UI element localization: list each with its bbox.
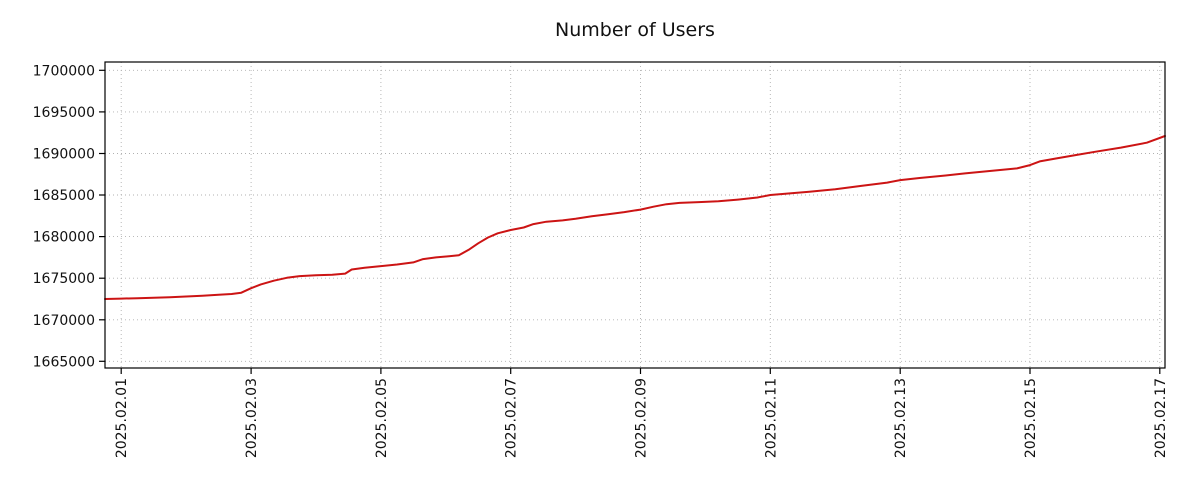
axis-tick-labels: 1665000 1670000 1675000 1680000 1685000 16900… bbox=[33, 63, 1169, 458]
x-tick-label: 2025.02.07 bbox=[504, 378, 520, 458]
x-tick-label: 2025.02.15 bbox=[1023, 378, 1039, 458]
y-tick-label: 1695000 bbox=[33, 105, 95, 121]
x-tick-label: 2025.02.13 bbox=[893, 378, 909, 458]
y-tick-label: 1680000 bbox=[33, 230, 95, 246]
gridlines bbox=[105, 62, 1165, 368]
x-tick-label: 2025.02.17 bbox=[1153, 378, 1169, 458]
x-tick-label: 2025.02.05 bbox=[374, 378, 390, 458]
x-tick-label: 2025.02.09 bbox=[634, 378, 650, 458]
y-tick-label: 1670000 bbox=[33, 313, 95, 329]
chart-title: Number of Users bbox=[555, 19, 715, 41]
axis-ticks bbox=[99, 69, 1161, 374]
x-tick-label: 2025.02.11 bbox=[763, 378, 779, 458]
plot-border bbox=[104, 61, 1166, 369]
y-tick-label: 1685000 bbox=[33, 188, 95, 204]
x-tick-label: 2025.02.01 bbox=[114, 378, 130, 458]
y-tick-label: 1700000 bbox=[33, 63, 95, 79]
y-tick-label: 1690000 bbox=[33, 147, 95, 163]
y-tick-label: 1675000 bbox=[33, 271, 95, 287]
data-line-users bbox=[104, 135, 1166, 300]
x-tick-label: 2025.02.03 bbox=[244, 378, 260, 458]
y-tick-label: 1665000 bbox=[33, 354, 95, 370]
